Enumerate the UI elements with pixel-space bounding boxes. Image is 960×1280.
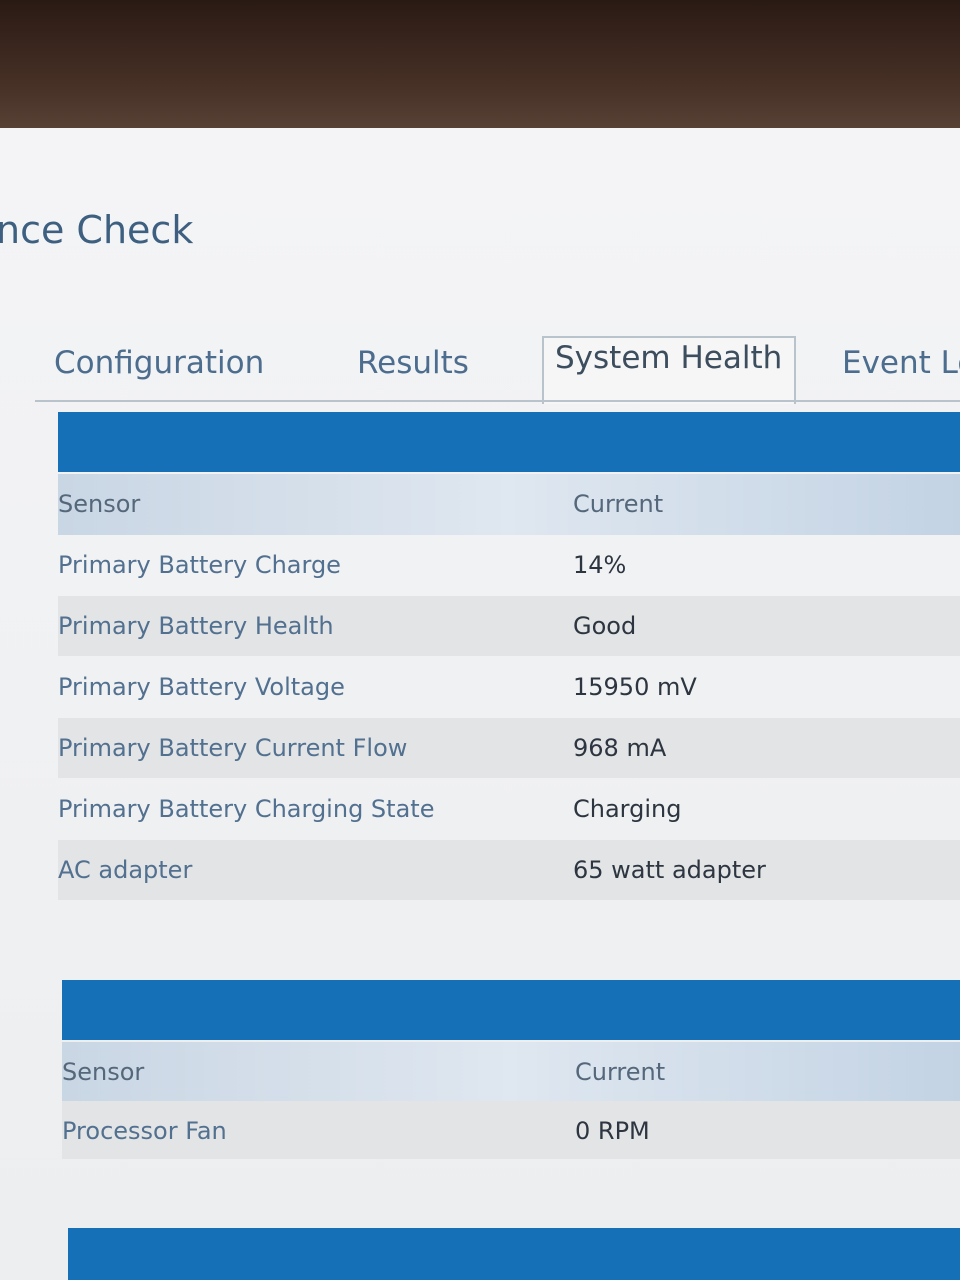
cell-label: Primary Battery Voltage <box>58 673 345 701</box>
cell-label: AC adapter <box>58 856 193 884</box>
table-title-bar <box>58 412 960 472</box>
table-row <box>58 718 960 778</box>
cell-value: 15950 mV <box>573 673 697 701</box>
column-header: Sensor <box>58 490 141 518</box>
active-tab-frame <box>542 336 796 404</box>
tab-line <box>35 400 960 402</box>
tab[interactable]: System Health <box>555 340 783 376</box>
tab[interactable]: Results <box>357 345 469 381</box>
table-header-row <box>58 474 960 535</box>
table-row <box>62 1101 960 1159</box>
cell-label: Primary Battery Current Flow <box>58 734 408 762</box>
table-header-row <box>62 1042 960 1101</box>
app-title: nce Check <box>0 208 194 252</box>
cell-value: 0 RPM <box>575 1117 650 1145</box>
monitor-bezel <box>0 0 960 135</box>
tab[interactable]: Event Lo <box>842 345 960 381</box>
column-header: Current <box>575 1058 666 1086</box>
table-row <box>58 596 960 656</box>
table-header-bar <box>68 1228 960 1280</box>
cell-value: 14% <box>573 551 627 579</box>
cell-label: Primary Battery Charging State <box>58 795 435 823</box>
cell-label: Processor Fan <box>62 1117 227 1145</box>
cell-label: Primary Battery Health <box>58 612 334 640</box>
cell-value: 65 watt adapter <box>573 856 766 884</box>
cell-label: Primary Battery Charge <box>58 551 341 579</box>
tab[interactable]: Configuration <box>54 345 265 381</box>
cell-value: 968 mA <box>573 734 667 762</box>
cell-value: Good <box>573 612 637 640</box>
table-title-bar <box>62 980 960 1040</box>
column-header: Sensor <box>62 1058 145 1086</box>
column-header: Current <box>573 490 664 518</box>
table-row <box>58 840 960 900</box>
cell-value: Charging <box>573 795 682 823</box>
